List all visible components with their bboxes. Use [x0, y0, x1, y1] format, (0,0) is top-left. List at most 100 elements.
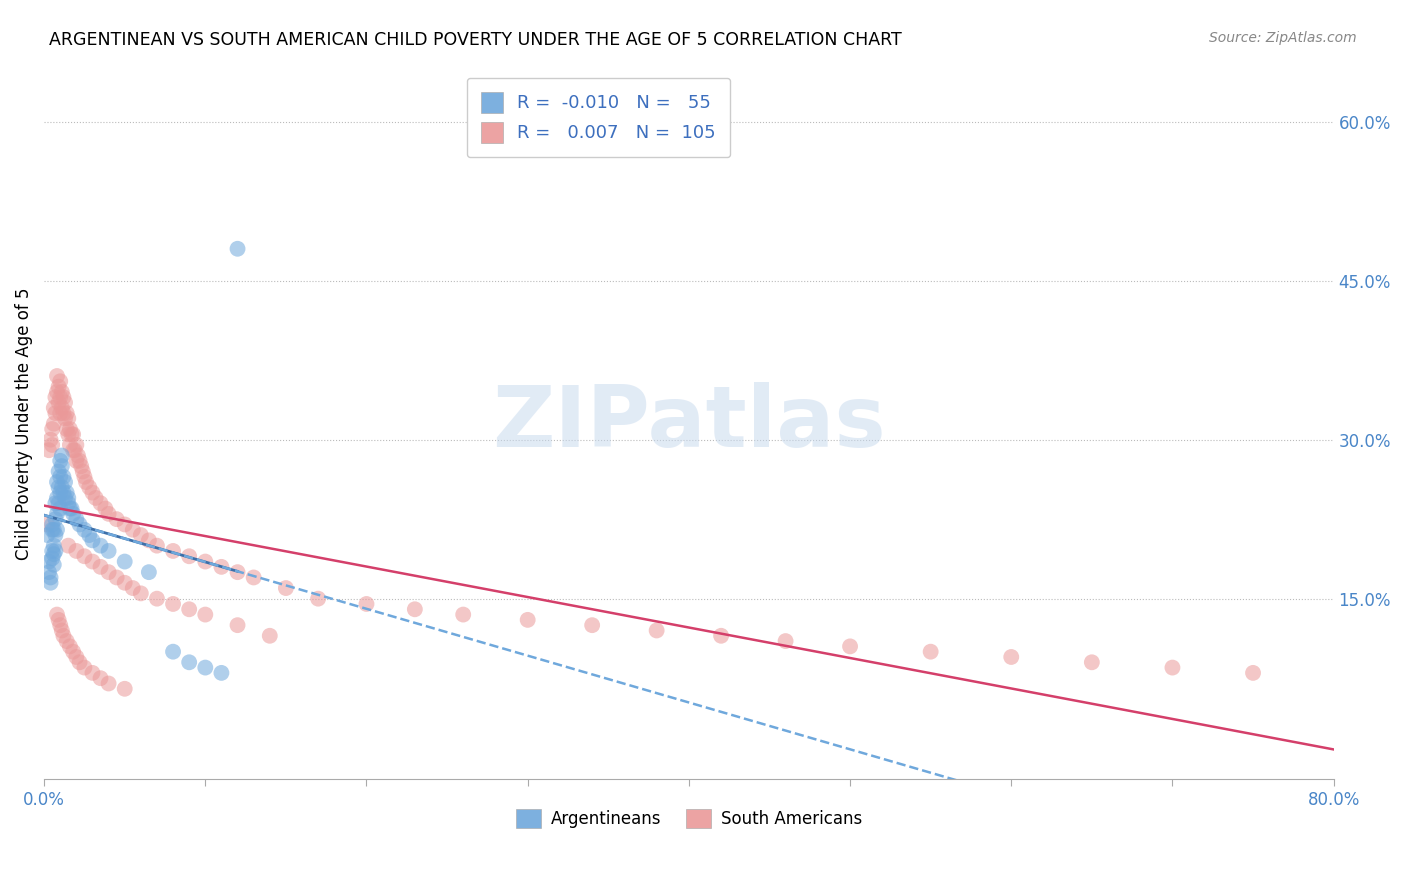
- Point: [49, 469, 72, 483]
- Point: [41, 422, 63, 436]
- Point: [51, 384, 73, 399]
- Point: [82, 533, 104, 548]
- Point: [920, 645, 942, 659]
- Point: [49, 618, 72, 632]
- Point: [41, 523, 63, 537]
- Point: [645, 624, 668, 638]
- Point: [516, 613, 538, 627]
- Point: [44, 390, 66, 404]
- Point: [73, 549, 96, 564]
- Point: [1000, 650, 1022, 665]
- Point: [41, 517, 63, 532]
- Point: [41, 544, 63, 558]
- Point: [42, 417, 65, 431]
- Point: [44, 512, 66, 526]
- Point: [53, 475, 76, 489]
- Point: [94, 501, 117, 516]
- Point: [179, 655, 201, 669]
- Point: [97, 544, 120, 558]
- Point: [356, 597, 378, 611]
- Point: [89, 496, 111, 510]
- Point: [60, 501, 83, 516]
- Point: [48, 465, 70, 479]
- Point: [226, 565, 249, 579]
- Point: [89, 559, 111, 574]
- Point: [52, 390, 75, 404]
- Point: [51, 624, 73, 638]
- Point: [242, 570, 264, 584]
- Point: [82, 555, 104, 569]
- Point: [138, 533, 160, 548]
- Point: [97, 676, 120, 690]
- Point: [179, 549, 201, 564]
- Point: [1081, 655, 1104, 669]
- Point: [46, 369, 69, 384]
- Point: [65, 438, 87, 452]
- Point: [69, 517, 91, 532]
- Point: [39, 570, 62, 584]
- Point: [65, 650, 87, 665]
- Point: [121, 523, 143, 537]
- Point: [51, 459, 73, 474]
- Point: [44, 496, 66, 510]
- Point: [49, 390, 72, 404]
- Point: [307, 591, 329, 606]
- Point: [52, 469, 75, 483]
- Point: [129, 586, 152, 600]
- Point: [46, 507, 69, 521]
- Point: [226, 242, 249, 256]
- Point: [75, 475, 97, 489]
- Point: [52, 629, 75, 643]
- Point: [51, 480, 73, 494]
- Point: [162, 597, 184, 611]
- Point: [46, 607, 69, 622]
- Point: [162, 645, 184, 659]
- Point: [72, 465, 94, 479]
- Point: [84, 491, 107, 505]
- Point: [404, 602, 426, 616]
- Point: [209, 665, 232, 680]
- Point: [42, 523, 65, 537]
- Point: [146, 539, 169, 553]
- Point: [48, 395, 70, 409]
- Point: [129, 528, 152, 542]
- Point: [114, 517, 136, 532]
- Point: [1161, 660, 1184, 674]
- Point: [49, 501, 72, 516]
- Point: [38, 443, 60, 458]
- Point: [53, 491, 76, 505]
- Point: [53, 411, 76, 425]
- Point: [52, 406, 75, 420]
- Point: [46, 475, 69, 489]
- Point: [66, 449, 89, 463]
- Point: [48, 480, 70, 494]
- Point: [62, 645, 84, 659]
- Y-axis label: Child Poverty Under the Age of 5: Child Poverty Under the Age of 5: [15, 287, 32, 560]
- Point: [48, 613, 70, 627]
- Point: [53, 395, 76, 409]
- Point: [39, 433, 62, 447]
- Point: [62, 507, 84, 521]
- Point: [1241, 665, 1264, 680]
- Point: [82, 485, 104, 500]
- Point: [121, 581, 143, 595]
- Point: [451, 607, 474, 622]
- Point: [105, 570, 128, 584]
- Point: [55, 485, 77, 500]
- Point: [37, 528, 59, 542]
- Point: [46, 491, 69, 505]
- Point: [42, 547, 65, 561]
- Point: [179, 602, 201, 616]
- Point: [49, 406, 72, 420]
- Point: [38, 565, 60, 579]
- Point: [46, 384, 69, 399]
- Point: [97, 507, 120, 521]
- Point: [51, 449, 73, 463]
- Point: [775, 634, 797, 648]
- Point: [48, 496, 70, 510]
- Point: [77, 528, 100, 542]
- Point: [105, 512, 128, 526]
- Point: [194, 607, 217, 622]
- Point: [42, 539, 65, 553]
- Point: [114, 555, 136, 569]
